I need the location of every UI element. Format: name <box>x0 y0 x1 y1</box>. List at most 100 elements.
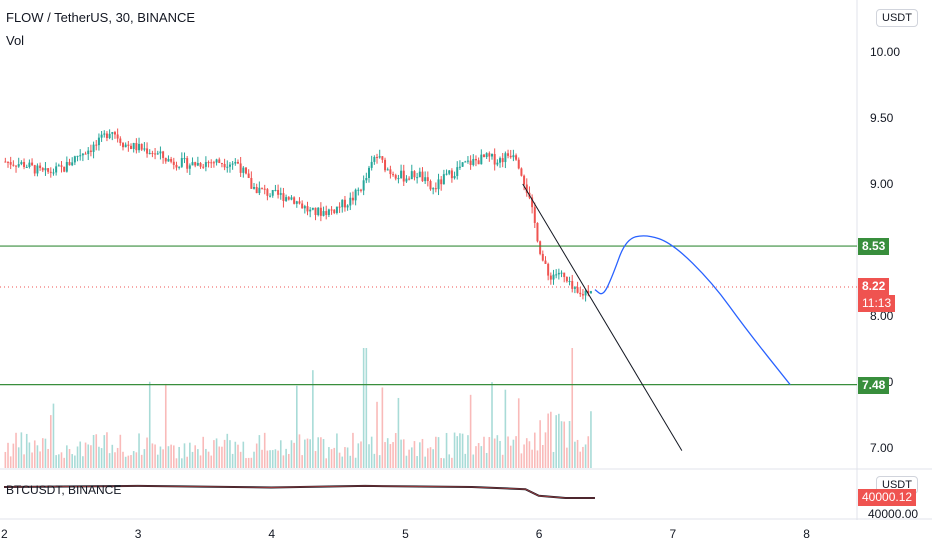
candle-body <box>52 172 55 174</box>
volume-bar <box>178 446 180 468</box>
candle-body <box>73 156 76 163</box>
volume-bar <box>167 446 170 468</box>
candle-body <box>458 166 461 168</box>
volume-bar <box>507 436 509 468</box>
candle-body <box>60 165 63 167</box>
candle-body <box>474 158 477 161</box>
candle-body <box>28 162 31 167</box>
candle-body <box>541 253 544 261</box>
volume-bar <box>381 387 384 468</box>
candle-body <box>178 166 181 168</box>
volume-indicator-label[interactable]: Vol <box>6 33 25 48</box>
volume-bar <box>226 433 229 468</box>
volume-bar <box>170 444 172 468</box>
candle-body <box>44 168 47 171</box>
volume-bar <box>218 446 221 468</box>
volume-bar <box>301 455 303 468</box>
candle-body <box>576 287 579 293</box>
volume-bar <box>515 436 517 468</box>
volume-bar <box>290 440 293 468</box>
candle-body <box>287 197 290 200</box>
candle-body <box>485 153 488 158</box>
candle-body <box>416 177 419 179</box>
candle-body <box>303 206 306 209</box>
volume-bar <box>563 421 566 468</box>
candle-body <box>290 197 293 200</box>
volume-bar <box>584 444 587 468</box>
volume-bar <box>103 435 106 468</box>
volume-bar <box>282 455 285 468</box>
candle-body <box>293 197 296 204</box>
candle-body <box>295 201 298 204</box>
candle-body <box>113 132 116 135</box>
candle-body <box>49 171 52 173</box>
volume-bar <box>512 439 515 468</box>
volume-bar <box>517 398 520 468</box>
candle-body <box>472 158 475 165</box>
volume-bar <box>159 446 162 468</box>
candle-body <box>81 153 84 156</box>
candle-body <box>79 155 82 157</box>
candle-body <box>226 166 229 168</box>
volume-bar <box>250 457 253 468</box>
volume-bar <box>344 447 346 468</box>
candle-body <box>325 211 328 215</box>
volume-bar <box>354 457 357 468</box>
candle-body <box>258 187 261 194</box>
volume-bar <box>263 432 266 468</box>
candle-body <box>196 163 199 166</box>
time-axis[interactable]: 2 3 4 5 6 7 8 <box>1 527 810 541</box>
candle-body <box>432 188 435 190</box>
candle-body <box>499 158 502 163</box>
candle-body <box>255 187 258 194</box>
candle-body <box>116 134 119 139</box>
volume-bar <box>485 452 488 468</box>
candle-body <box>100 134 103 138</box>
candle-body <box>461 162 464 167</box>
y-tick-label: 9.00 <box>870 177 894 191</box>
volume-bar <box>440 457 442 468</box>
candle-body <box>397 178 400 180</box>
candle-body <box>424 177 427 182</box>
candle-body <box>496 162 499 165</box>
candle-body <box>365 178 368 181</box>
volume-bar <box>175 458 178 468</box>
candle-body <box>480 154 483 165</box>
volume-bar <box>156 454 159 468</box>
volume-bar <box>373 453 376 468</box>
volume-bar <box>4 451 7 468</box>
candle-body <box>381 156 384 160</box>
candle-body <box>215 159 218 163</box>
sub-pane-symbol[interactable]: BTCUSDT, BINANCE <box>6 483 122 497</box>
candle-body <box>531 197 534 208</box>
candle-body <box>130 145 133 149</box>
volume-bar <box>23 454 25 468</box>
volume-bar <box>336 433 338 468</box>
volume-bar <box>237 444 239 468</box>
btc-price-line-overlay <box>3 485 595 499</box>
volume-bar <box>31 452 33 468</box>
volume-bar <box>579 451 582 468</box>
candle-body <box>413 171 416 178</box>
volume-bar <box>199 455 202 468</box>
candle-body <box>23 162 26 168</box>
candle-body <box>41 168 44 171</box>
candle-body <box>437 179 440 190</box>
candle-body <box>370 161 373 168</box>
volume-bar <box>79 441 82 468</box>
candle-body <box>250 177 253 189</box>
currency-button[interactable]: USDT <box>876 9 918 27</box>
candle-body <box>65 162 68 172</box>
symbol-title[interactable]: FLOW / TetherUS, 30, BINANCE <box>6 10 196 25</box>
volume-bar <box>66 445 68 468</box>
volume-bar <box>36 445 39 468</box>
volume-bar <box>555 415 557 468</box>
volume-bar <box>154 444 156 468</box>
candle-body <box>560 272 563 274</box>
volume-bar <box>338 452 341 468</box>
candle-body <box>351 197 354 201</box>
volume-bar <box>33 440 36 468</box>
candle-body <box>15 165 18 167</box>
candle-body <box>228 164 231 167</box>
